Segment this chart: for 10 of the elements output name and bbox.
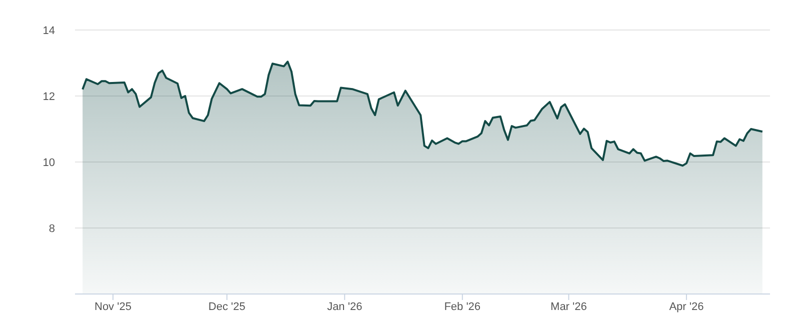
- x-tick-label: Dec '25: [208, 300, 246, 313]
- x-tick-label: Jan '26: [327, 300, 362, 313]
- y-tick-label: 12: [42, 90, 55, 103]
- x-tick-label: Feb '26: [444, 300, 481, 313]
- x-tick-label: Nov '25: [94, 300, 132, 313]
- y-tick-label: 14: [42, 24, 55, 37]
- y-tick-label: 10: [42, 156, 55, 169]
- x-tick-label: Mar '26: [550, 300, 587, 313]
- y-tick-label: 8: [48, 222, 55, 235]
- x-tick-label: Apr '26: [669, 300, 704, 313]
